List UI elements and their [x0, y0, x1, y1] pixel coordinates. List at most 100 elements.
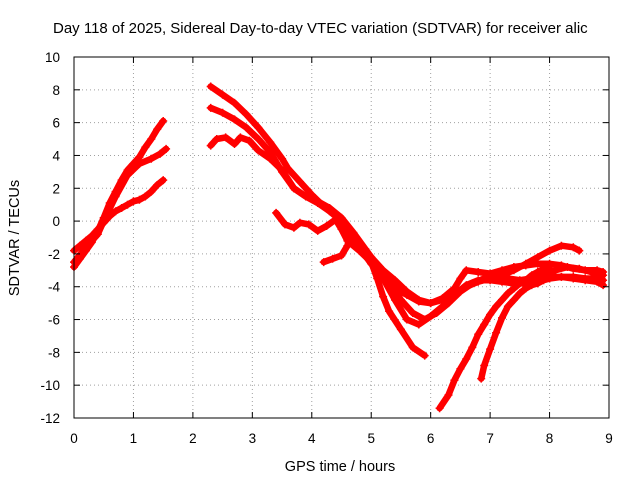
data-point [533, 268, 542, 276]
plot-frame [73, 56, 610, 419]
data-point [492, 328, 501, 337]
data-point [581, 274, 590, 283]
data-point [242, 110, 251, 119]
data-point [385, 307, 394, 316]
data-point [486, 345, 495, 354]
data-point [75, 241, 84, 250]
data-point [349, 233, 358, 242]
data-point [278, 166, 287, 175]
x-tick-label: 0 [70, 431, 78, 446]
data-point [343, 241, 352, 250]
data-point [221, 133, 230, 142]
series-10-track [477, 273, 607, 382]
data-point [135, 159, 144, 168]
data-point [147, 135, 156, 143]
data-point [230, 115, 239, 124]
data-point [153, 125, 162, 134]
data-point [545, 246, 554, 255]
data-point [509, 295, 518, 304]
data-point [99, 217, 108, 226]
data-point [480, 361, 489, 370]
data-point [408, 309, 417, 317]
data-point [426, 299, 435, 308]
data-point [313, 226, 322, 235]
data-point [278, 154, 287, 163]
data-point [521, 284, 530, 293]
data-point [503, 302, 512, 311]
data-point [539, 264, 548, 273]
x-tick-label: 3 [249, 431, 257, 446]
data-point [129, 197, 138, 206]
y-tick-label: -2 [48, 247, 60, 262]
data-point [539, 276, 548, 285]
data-point [313, 199, 322, 207]
data-point [438, 302, 447, 311]
data-point [319, 258, 328, 267]
data-point [498, 277, 506, 286]
data-point [557, 241, 566, 250]
y-axis-label: SDTVAR / TECUs [7, 180, 23, 296]
y-tick-label: -12 [40, 411, 60, 426]
data-point [206, 141, 215, 150]
series-9-markers [435, 263, 554, 413]
data-point [474, 330, 483, 339]
series-7-track [272, 209, 428, 359]
data-point [557, 272, 566, 281]
data-point [266, 138, 275, 147]
data-point [462, 281, 471, 290]
series-7-markers [272, 208, 429, 360]
data-point [367, 259, 376, 268]
series-10-markers [477, 272, 608, 383]
y-tick-label: 6 [52, 116, 60, 131]
data-point [435, 404, 444, 413]
y-tick-label: 2 [52, 181, 60, 196]
data-point [242, 123, 251, 132]
x-tick-label: 4 [308, 431, 316, 446]
data-point [521, 261, 530, 270]
data-point [545, 274, 554, 283]
data-point [462, 354, 471, 363]
data-point [322, 222, 331, 230]
series-6-markers [206, 133, 608, 329]
data-point [569, 264, 578, 273]
data-point [141, 143, 150, 152]
data-point [509, 263, 518, 271]
data-point [111, 192, 120, 201]
data-point [281, 220, 289, 229]
data-point [521, 276, 530, 285]
data-point [593, 274, 602, 283]
data-point [402, 315, 411, 324]
data-point [117, 204, 126, 212]
data-point [533, 279, 542, 288]
x-tick-label: 8 [546, 431, 554, 446]
data-point [254, 135, 263, 143]
data-point [206, 82, 215, 91]
data-point [373, 274, 382, 283]
data-point [477, 374, 486, 383]
data-point [426, 312, 435, 321]
data-point [266, 154, 275, 163]
y-tick-label: -8 [48, 345, 60, 360]
data-point [545, 263, 554, 271]
data-point [420, 351, 429, 360]
series-4-track [207, 83, 583, 307]
data-point [355, 243, 364, 252]
data-point [156, 149, 165, 158]
data-point [557, 261, 566, 270]
data-point [408, 343, 417, 352]
data-point [414, 297, 423, 306]
data-point [162, 144, 171, 153]
data-point [272, 208, 281, 217]
series-layer [70, 82, 608, 413]
data-point [301, 192, 310, 201]
data-point [331, 215, 340, 224]
data-point [153, 181, 162, 189]
data-point [328, 254, 337, 263]
data-point [474, 268, 483, 276]
data-point [218, 90, 227, 99]
data-point [498, 313, 506, 322]
data-point [438, 294, 447, 303]
data-point [444, 391, 453, 399]
data-point [289, 184, 298, 193]
data-point [498, 266, 506, 275]
